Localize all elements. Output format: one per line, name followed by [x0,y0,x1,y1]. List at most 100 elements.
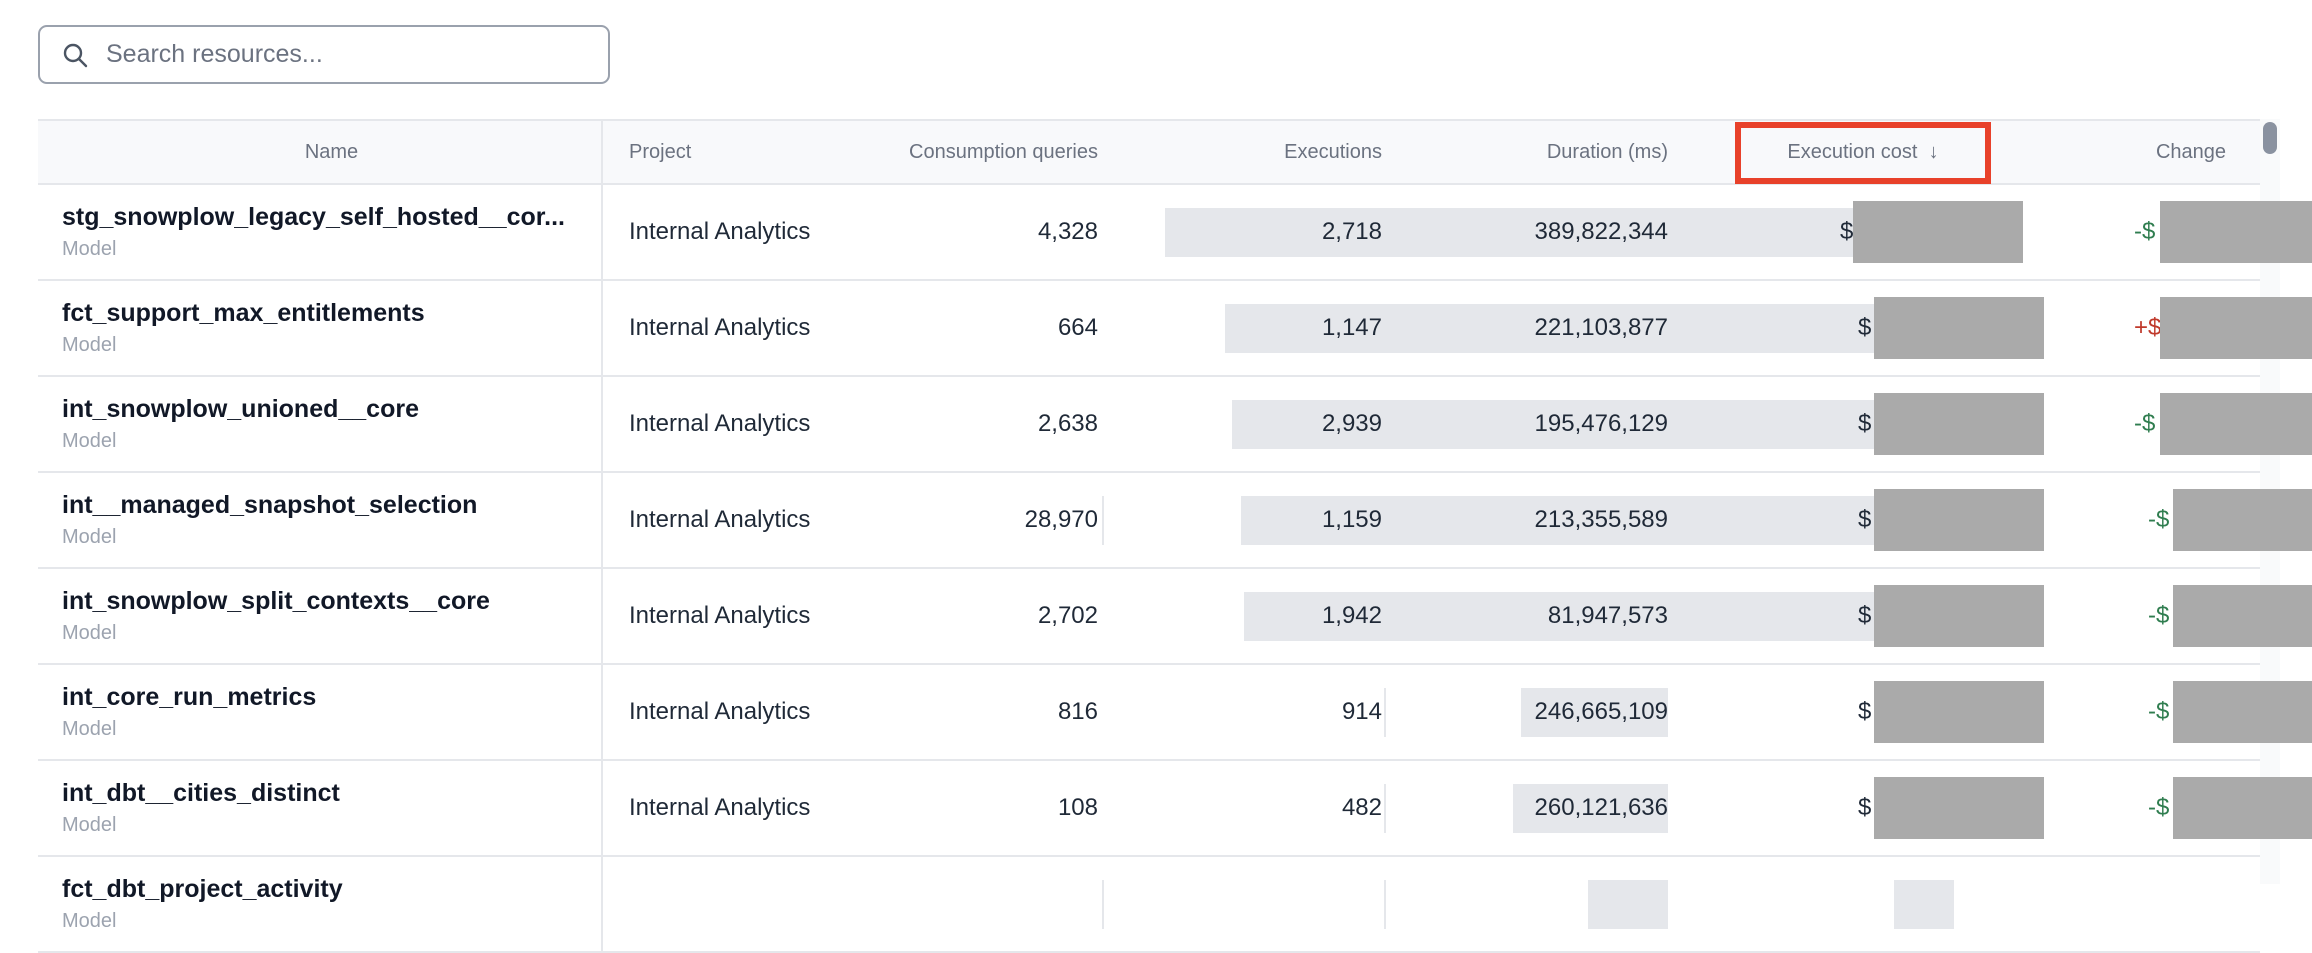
consumption-value: 816 [1057,698,1098,725]
table-row[interactable]: int_dbt__cities_distinct Model Internal … [38,761,2312,857]
duration-bar [1513,784,1668,833]
resource-name[interactable]: int__managed_snapshot_selection [62,491,478,519]
table-row[interactable]: int_core_run_metrics Model Internal Anal… [38,665,2312,761]
project-cell: Internal Analytics [603,665,893,759]
cost-value: $ [1858,314,1872,341]
redacted-change [2160,393,2312,455]
resource-type: Model [62,526,117,548]
consumption-value: 28,970 [1024,506,1098,533]
project-name: Internal Analytics [629,410,811,437]
highlight-box [1735,122,1991,184]
change-value: -$ [2148,506,2170,533]
duration-cell: 246,665,109 [1382,665,1668,759]
search-icon [63,43,88,67]
name-cell[interactable]: int_snowplow_unioned__core Model [38,377,603,471]
executions-bar [1384,880,1386,929]
cost-value: $ [1858,506,1872,533]
header-label: Project [629,140,692,163]
column-header-name[interactable]: Name [38,121,603,183]
name-cell[interactable]: int__managed_snapshot_selection Model [38,473,603,567]
project-name: Internal Analytics [629,698,811,725]
duration-cell: 389,822,344 [1382,185,1668,279]
cost-bar [1165,208,1853,257]
resource-name[interactable]: stg_snowplow_legacy_self_hosted__cor... [62,203,565,231]
consumption-value: 2,702 [1037,602,1098,629]
duration-value: 195,476,129 [1534,410,1668,437]
name-cell[interactable]: stg_snowplow_legacy_self_hosted__cor... … [38,185,603,279]
sort-descending-icon: ↓ [1928,140,1939,163]
column-header-duration[interactable]: Duration (ms) [1382,121,1668,183]
duration-value: 213,355,589 [1534,506,1668,533]
table-row[interactable]: int_snowplow_split_contexts__core Model … [38,569,2312,665]
resource-name[interactable]: int_core_run_metrics [62,683,317,711]
duration-value: 260,121,636 [1534,794,1668,821]
name-cell[interactable]: int_core_run_metrics Model [38,665,603,759]
column-header-consumption-queries[interactable]: Consumption queries [893,121,1098,183]
cost-bar [1241,496,1874,545]
table-row[interactable]: fct_dbt_project_activity Model [38,857,2260,953]
consumption-value: 664 [1057,314,1098,341]
consumption-bar [1102,496,1104,545]
executions-value: 1,147 [1321,314,1382,341]
table-row[interactable]: stg_snowplow_legacy_self_hosted__cor... … [38,185,2312,281]
table-row[interactable]: int_snowplow_unioned__core Model Interna… [38,377,2312,473]
consumption-cell: 4,328 [893,185,1098,279]
project-name: Internal Analytics [629,602,811,629]
column-header-change[interactable]: Change [1991,121,2226,183]
redacted-cost [1874,393,2044,455]
resource-type: Model [62,718,117,740]
header-label: Duration (ms) [1546,140,1668,163]
column-header-executions[interactable]: Executions [1098,121,1382,183]
redacted-change [2173,489,2312,551]
table-row[interactable]: fct_support_max_entitlements Model Inter… [38,281,2312,377]
redacted-cost [1874,777,2044,839]
redacted-cost [1874,585,2044,647]
redacted-change [2173,585,2312,647]
executions-cell [1098,857,1382,951]
executions-cell: 1,147 [1098,281,1382,375]
project-cell: Internal Analytics [603,185,893,279]
consumption-bar [1102,880,1104,929]
header-label: Change [2155,140,2226,163]
resource-name[interactable]: fct_dbt_project_activity [62,875,343,903]
column-header-execution-cost[interactable]: Execution cost ↓ [1735,121,1991,183]
cost-value: $ [1858,698,1872,725]
redacted-change [2173,681,2312,743]
redacted-change [2160,201,2312,263]
change-value: -$ [2148,794,2170,821]
column-header-project[interactable]: Project [603,121,893,183]
resource-name[interactable]: fct_support_max_entitlements [62,299,425,327]
consumption-cell [893,857,1098,951]
name-cell[interactable]: fct_support_max_entitlements Model [38,281,603,375]
resource-type: Model [62,238,117,260]
project-cell: Internal Analytics [603,761,893,855]
project-cell: Internal Analytics [603,281,893,375]
scrollbar-thumb[interactable] [2263,122,2277,154]
table-row[interactable]: int__managed_snapshot_selection Model In… [38,473,2312,569]
executions-bar [1384,784,1386,833]
table-header: Name Project Consumption queries Executi… [38,121,2260,185]
change-value: -$ [2148,602,2170,629]
name-cell[interactable]: int_dbt__cities_distinct Model [38,761,603,855]
resource-name[interactable]: int_snowplow_split_contexts__core [62,587,490,615]
header-label: Executions [1284,140,1382,163]
project-name: Internal Analytics [629,506,811,533]
header-label: Execution cost [1787,140,1918,163]
partial-bar [1588,880,1668,929]
search-box[interactable] [38,25,610,84]
consumption-cell: 2,702 [893,569,1098,663]
duration-value: 81,947,573 [1547,602,1668,629]
change-value: -$ [2134,218,2156,245]
consumption-value: 4,328 [1037,218,1098,245]
name-cell[interactable]: int_snowplow_split_contexts__core Model [38,569,603,663]
resource-name[interactable]: int_snowplow_unioned__core [62,395,419,423]
resource-name[interactable]: int_dbt__cities_distinct [62,779,340,807]
duration-cell: 195,476,129 [1382,377,1668,471]
duration-value: 221,103,877 [1534,314,1668,341]
consumption-value: 2,638 [1037,410,1098,437]
name-cell[interactable]: fct_dbt_project_activity Model [38,857,603,951]
executions-value: 1,942 [1321,602,1382,629]
executions-value: 1,159 [1321,506,1382,533]
executions-cell: 914 [1098,665,1382,759]
search-input[interactable] [104,39,588,70]
